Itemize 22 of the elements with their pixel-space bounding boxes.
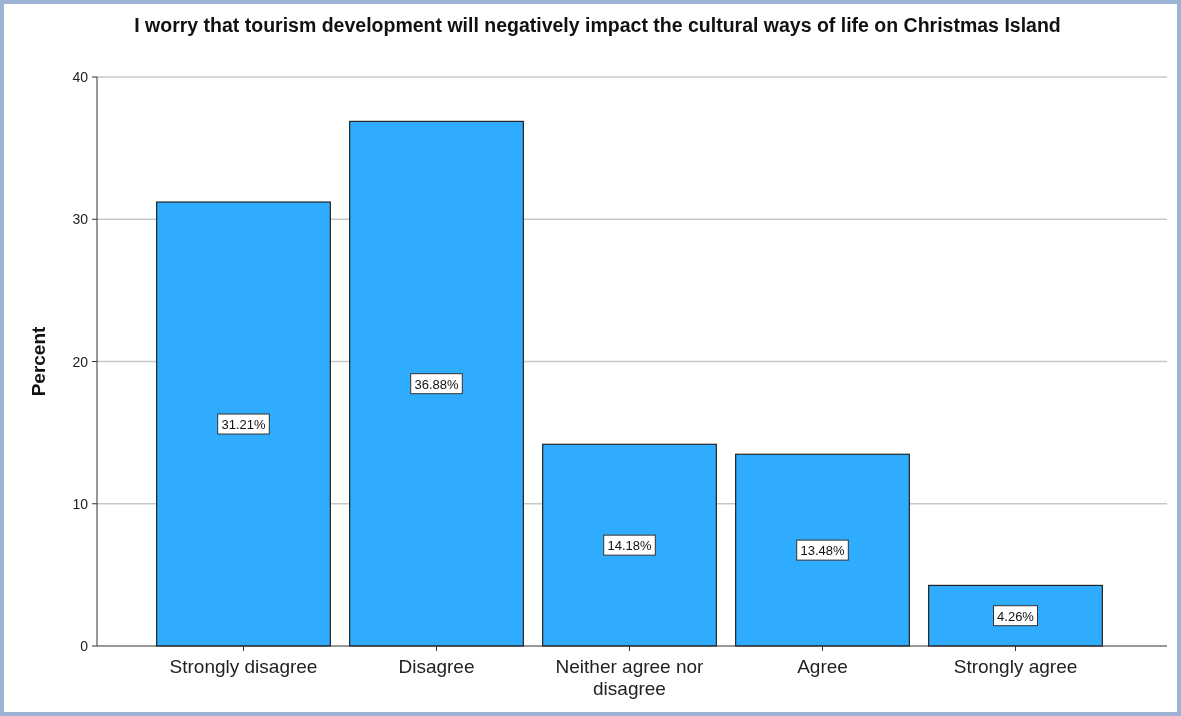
- y-tick-label: 10: [72, 495, 89, 512]
- y-tick-label: 0: [80, 638, 89, 654]
- data-label: 13.48%: [800, 543, 845, 559]
- x-tick-label: Disagree: [398, 656, 475, 677]
- bar: [735, 453, 910, 647]
- x-tick-label: Agree: [797, 656, 848, 677]
- x-tick-label: Neither agree nor disagree: [555, 656, 705, 699]
- data-label: 36.88%: [414, 376, 459, 392]
- y-tick-label: 30: [72, 211, 89, 228]
- y-tick-label: 40: [72, 69, 89, 85]
- x-tick-label: Strongly agree: [953, 656, 1078, 677]
- chart-title: I worry that tourism development will negatively impact the cultural ways of life on Christmas Island: [134, 14, 1061, 36]
- data-label: 31.21%: [221, 417, 266, 433]
- x-tick-label: Strongly disagree: [169, 656, 318, 677]
- data-label: 14.18%: [607, 538, 652, 554]
- bar: [349, 120, 524, 647]
- bar: [928, 584, 1103, 647]
- y-tick-label: 20: [72, 353, 89, 370]
- bar: [542, 443, 717, 647]
- y-axis-title: Percent: [28, 325, 49, 397]
- bar: [156, 201, 331, 647]
- data-label: 4.26%: [997, 608, 1035, 624]
